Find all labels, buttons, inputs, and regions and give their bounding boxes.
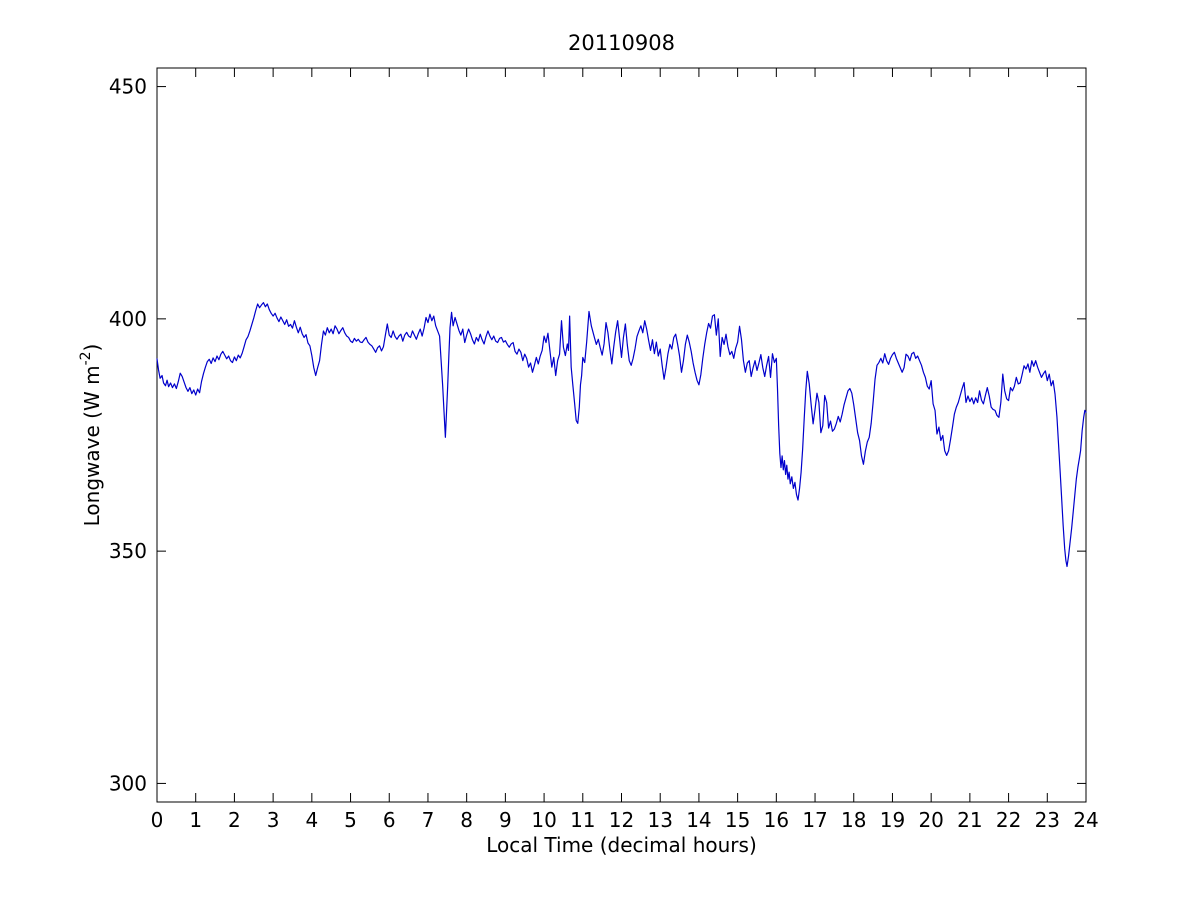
y-axis-label-superscript: -2 xyxy=(78,351,94,365)
y-tick-label: 450 xyxy=(109,75,147,99)
y-tick-label: 400 xyxy=(109,307,147,331)
y-tick-label: 350 xyxy=(109,539,147,563)
x-tick-label: 15 xyxy=(725,808,750,832)
x-tick-label: 19 xyxy=(880,808,905,832)
x-tick-label: 17 xyxy=(802,808,827,832)
x-tick-label: 11 xyxy=(570,808,595,832)
x-tick-label: 2 xyxy=(228,808,241,832)
x-tick-label: 3 xyxy=(267,808,280,832)
x-tick-label: 18 xyxy=(841,808,866,832)
plot-area xyxy=(156,67,1087,803)
x-tick-labels: 0 1 2 3 4 5 6 7 8 9 10 11 12 13 14 15 16 17 18 19 20 21 22 23 24 xyxy=(151,808,1099,832)
x-tick-label: 9 xyxy=(499,808,512,832)
y-axis-label-text: Longwave (W m xyxy=(80,365,104,526)
x-tick-label: 0 xyxy=(151,808,164,832)
x-tick-label: 7 xyxy=(422,808,435,832)
x-tick-label: 5 xyxy=(344,808,357,832)
x-tick-label: 10 xyxy=(531,808,556,832)
axis-ticks xyxy=(156,68,1087,802)
y-tick-labels: 300 350 400 450 xyxy=(109,75,147,796)
x-tick-label: 12 xyxy=(609,808,634,832)
x-tick-label: 4 xyxy=(305,808,318,832)
x-tick-label: 8 xyxy=(460,808,473,832)
x-tick-label: 21 xyxy=(957,808,982,832)
x-tick-label: 6 xyxy=(383,808,396,832)
x-tick-label: 24 xyxy=(1073,808,1098,832)
x-tick-label: 23 xyxy=(1035,808,1060,832)
y-tick-label: 300 xyxy=(109,771,147,795)
x-tick-label: 22 xyxy=(996,808,1021,832)
x-tick-label: 1 xyxy=(189,808,202,832)
x-tick-label: 20 xyxy=(918,808,943,832)
x-tick-label: 14 xyxy=(686,808,711,832)
longwave-line xyxy=(156,302,1087,568)
x-tick-label: 13 xyxy=(647,808,672,832)
y-axis-label: Longwave (W m-2) xyxy=(78,344,104,527)
chart-title: 20110908 xyxy=(568,31,675,55)
x-tick-label: 16 xyxy=(764,808,789,832)
x-axis-label: Local Time (decimal hours) xyxy=(486,833,757,857)
y-axis-label-close-paren: ) xyxy=(80,344,104,352)
